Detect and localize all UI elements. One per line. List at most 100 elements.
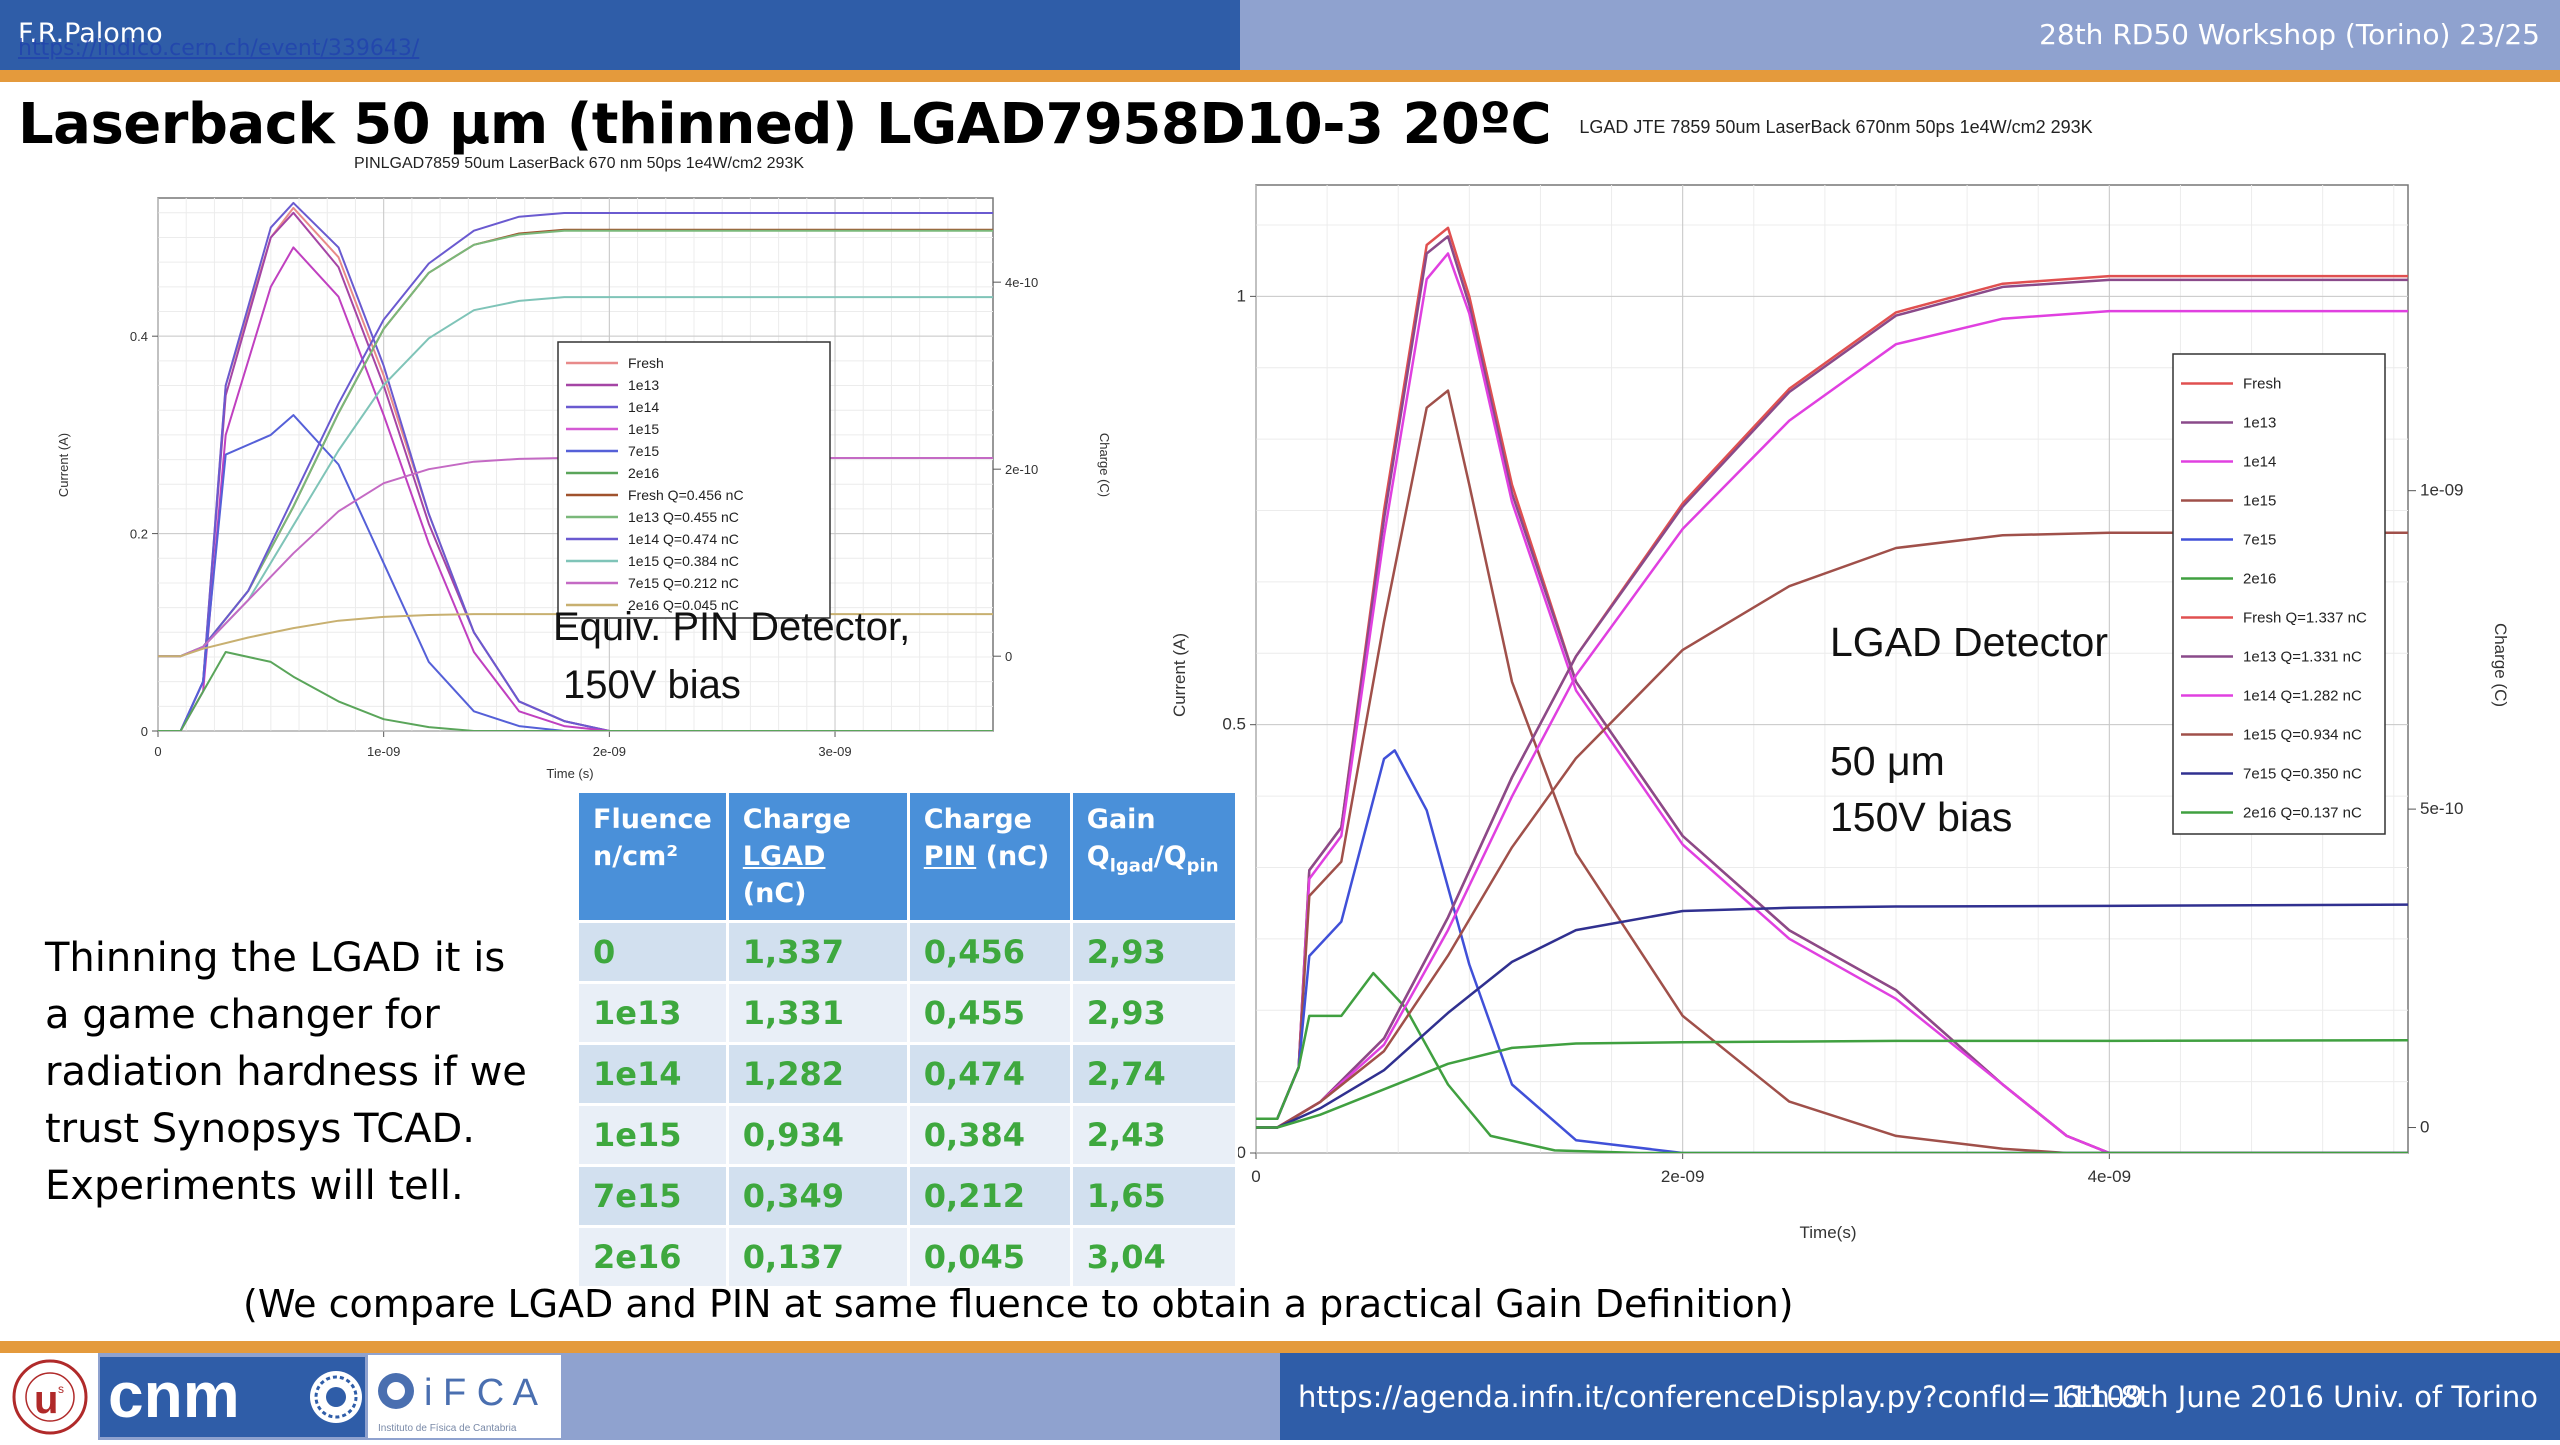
header-bar-right [1240, 0, 2560, 70]
ifca-logo: i F C A Instituto de Física de Cantabria [368, 1355, 561, 1438]
series-line-8 [158, 212, 993, 658]
legend-label: 2e16 [628, 465, 659, 481]
legend-label: 1e15 [628, 421, 659, 437]
gain-cell: 2,43 [1069, 1103, 1238, 1167]
table-row: 2e16 0,137 0,045 3,04 [576, 1225, 1238, 1289]
y2-tick-label: 0 [1005, 649, 1012, 664]
svg-text:s: s [58, 1382, 64, 1396]
legend-label: 1e13 [628, 377, 659, 393]
legend-label: 2e16 Q=0.137 nC [2243, 805, 2362, 822]
conference-url[interactable]: https://agenda.infn.it/conferenceDisplay… [1298, 1380, 2144, 1414]
legend-label: Fresh Q=0.456 nC [628, 487, 744, 503]
col-gain-header: Gain Qlgad/Qpin [1069, 790, 1238, 923]
charge-lgad-cell: 0,934 [725, 1103, 910, 1167]
gain-cell: 2,93 [1069, 920, 1238, 984]
y-tick-label: 0.2 [130, 527, 148, 542]
table-row: 1e15 0,934 0,384 2,43 [576, 1103, 1238, 1167]
university-seville-logo: u s [0, 1353, 98, 1440]
x-tick-label: 3e-09 [818, 744, 851, 759]
svg-text:i F C A: i F C A [424, 1372, 539, 1414]
svg-text:cnm: cnm [108, 1359, 240, 1431]
chart-title: PINLGAD7859 50um LaserBack 670 nm 50ps 1… [354, 155, 804, 172]
event-title: 28th RD50 Workshop (Torino) 23/25 [2039, 18, 2540, 51]
legend-label: 1e14 [2243, 454, 2276, 471]
table-row: 1e14 1,282 0,474 2,74 [576, 1042, 1238, 1106]
fluence-cell: 1e13 [576, 981, 729, 1045]
charge-pin-cell: 0,045 [906, 1225, 1073, 1289]
y2-axis-label: Charge (C) [1097, 433, 1112, 497]
legend-label: 7e15 Q=0.212 nC [628, 575, 739, 591]
chart-annotation: Equiv. PIN Detector, [553, 605, 910, 649]
fluence-cell: 0 [576, 920, 729, 984]
x-tick-label: 1e-09 [367, 744, 400, 759]
ifca-icon: i F C A Instituto de Física de Cantabria [378, 1372, 539, 1434]
col-fluence-header: Fluence n/cm² [576, 790, 729, 923]
table-row: 7e15 0,349 0,212 1,65 [576, 1164, 1238, 1228]
series-line-10 [1256, 903, 2408, 1129]
conclusion-line: radiation hardness if we [45, 1049, 527, 1095]
gain-cell: 2,93 [1069, 981, 1238, 1045]
results-table: Fluence n/cm² Charge LGAD (nC) Charge PIN (… [576, 790, 1238, 1289]
gain-definition-note: (We compare LGAD and PIN at same fluence… [243, 1282, 1794, 1326]
table-header-row: Fluence n/cm² Charge LGAD (nC) Charge PIN (… [576, 790, 1238, 923]
fluence-cell: 7e15 [576, 1164, 729, 1228]
y-tick-label: 0.5 [1222, 715, 1246, 734]
series-line-4 [158, 414, 993, 731]
charge-pin-cell: 0,384 [906, 1103, 1073, 1167]
fluence-cell: 1e14 [576, 1042, 729, 1106]
series-line-11 [1256, 1039, 2408, 1129]
legend-label: 1e15 Q=0.384 nC [628, 553, 739, 569]
gain-cell: 3,04 [1069, 1225, 1238, 1289]
conclusion-line: a game changer for [45, 992, 440, 1038]
charge-lgad-cell: 0,349 [725, 1164, 910, 1228]
cnm-logo: cnm [100, 1357, 365, 1437]
legend-label: 1e15 [2243, 493, 2276, 510]
conclusion-line: trust Synopsys TCAD. [45, 1106, 475, 1152]
y2-tick-label: 2e-10 [1005, 462, 1038, 477]
footer-bar-right [1280, 1353, 2560, 1440]
slide-title: Laserback 50 μm (thinned) LGAD7958D10-3 … [18, 92, 1552, 157]
y-tick-label: 0.4 [130, 329, 148, 344]
x-tick-label: 2e-09 [1661, 1167, 1704, 1186]
legend-label: 1e13 Q=1.331 nC [2243, 649, 2362, 666]
header-accent-strip [0, 70, 2560, 82]
header-bar-left [0, 0, 1240, 70]
author-name: F.R.Palomo [18, 18, 163, 49]
legend-label: 1e15 Q=0.934 nC [2243, 727, 2362, 744]
y-tick-label: 1 [1237, 286, 1246, 305]
y-tick-label: 0 [1237, 1143, 1246, 1162]
author-link[interactable]: https://indico.cern.ch/event/339643/ [18, 36, 420, 61]
y2-tick-label: 5e-10 [2420, 799, 2463, 818]
legend-label: 2e16 Q=0.045 nC [628, 597, 739, 613]
legend-label: Fresh Q=1.337 nC [2243, 610, 2367, 627]
y-axis-label: Current (A) [1170, 633, 1189, 717]
legend-label: 1e13 Q=0.455 nC [628, 509, 739, 525]
col-charge-lgad-header: Charge LGAD (nC) [725, 790, 910, 923]
x-tick-label: 2e-09 [593, 744, 626, 759]
series-line-2 [158, 201, 993, 731]
charge-lgad-cell: 1,331 [725, 981, 910, 1045]
series-line-5 [158, 651, 993, 731]
gain-cell: 2,74 [1069, 1042, 1238, 1106]
gain-cell: 1,65 [1069, 1164, 1238, 1228]
x-axis-label: Time (s) [546, 766, 593, 781]
legend-label: 7e15 Q=0.350 nC [2243, 766, 2362, 783]
fluence-cell: 2e16 [576, 1225, 729, 1289]
footer-accent-strip [0, 1341, 2560, 1353]
chart-title: LGAD JTE 7859 50um LaserBack 670nm 50ps … [1579, 117, 2092, 137]
x-tick-label: 0 [1251, 1167, 1260, 1186]
x-axis-label: Time(s) [1800, 1223, 1857, 1242]
x-tick-label: 0 [154, 744, 161, 759]
conference-date: 6th-8th June 2016 Univ. of Torino [2061, 1380, 2538, 1414]
chart-annotation: 50 μm [1830, 738, 1945, 784]
legend-label: 2e16 [2243, 571, 2276, 588]
y2-axis-label: Charge (C) [2491, 623, 2510, 707]
charge-lgad-cell: 1,337 [725, 920, 910, 984]
chart-legend [2172, 353, 2386, 835]
chart-legend [557, 341, 831, 619]
conclusion-line: Thinning the LGAD it is [45, 935, 506, 981]
charge-lgad-cell: 1,282 [725, 1042, 910, 1106]
y-tick-label: 0 [141, 724, 148, 739]
series-line-3 [1256, 389, 2408, 1153]
legend-label: 7e15 [628, 443, 659, 459]
